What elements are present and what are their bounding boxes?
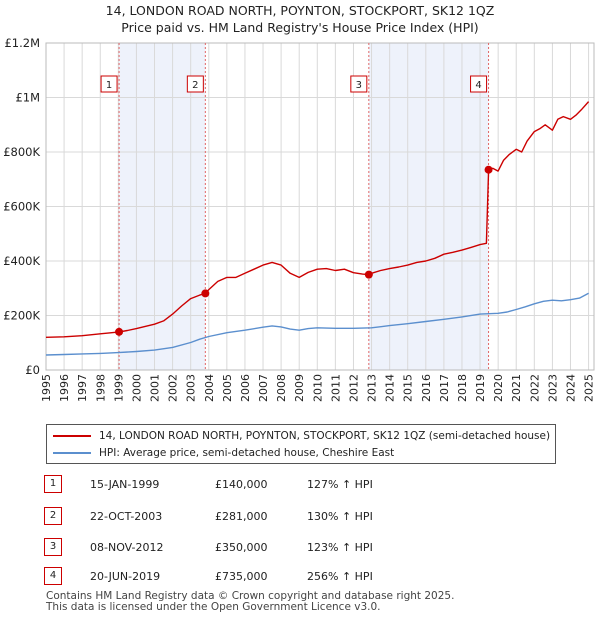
x-tick-label: 2008 <box>275 374 288 402</box>
sale-price: £350,000 <box>215 541 268 554</box>
y-tick-label: £1.2M <box>4 36 40 50</box>
sale-hpi: 123% ↑ HPI <box>307 541 373 554</box>
legend-item-property: 14, LONDON ROAD NORTH, POYNTON, STOCKPOR… <box>53 428 550 444</box>
legend-item-hpi: HPI: Average price, semi-detached house,… <box>53 445 394 461</box>
x-tick-label: 2006 <box>239 374 252 402</box>
x-tick-label: 1997 <box>76 374 89 402</box>
x-tick-label: 2024 <box>564 374 577 402</box>
annotation-label: 4 <box>475 80 481 91</box>
x-tick-label: 2011 <box>329 374 342 402</box>
x-tick-label: 2019 <box>474 374 487 402</box>
sale-hpi: 127% ↑ HPI <box>307 478 373 491</box>
sale-row: 3 08-NOV-2012 £350,000 123% ↑ HPI <box>0 538 600 558</box>
x-tick-label: 2010 <box>311 374 324 402</box>
legend-label-hpi: HPI: Average price, semi-detached house,… <box>99 447 395 459</box>
legend: 14, LONDON ROAD NORTH, POYNTON, STOCKPOR… <box>46 424 556 464</box>
x-tick-label: 2000 <box>130 374 143 402</box>
y-tick-label: £0 <box>25 363 40 377</box>
x-tick-label: 2015 <box>402 374 415 402</box>
chart-subtitle: Price paid vs. HM Land Registry's House … <box>121 20 479 35</box>
sale-point <box>201 289 210 298</box>
legend-swatch-property <box>53 435 91 437</box>
x-tick-label: 1995 <box>40 374 53 402</box>
annotation-label: 1 <box>106 80 112 91</box>
x-tick-label: 2012 <box>347 374 360 402</box>
x-tick-label: 2020 <box>492 374 505 402</box>
x-tick-label: 2007 <box>257 374 270 402</box>
sale-price: £281,000 <box>215 510 268 523</box>
x-tick-label: 2016 <box>420 374 433 402</box>
sale-date: 15-JAN-1999 <box>90 478 160 491</box>
sale-price: £735,000 <box>215 570 268 583</box>
x-tick-label: 2017 <box>438 374 451 402</box>
x-tick-label: 1998 <box>94 374 107 402</box>
plot-border <box>45 42 595 371</box>
sale-point <box>484 165 493 174</box>
y-tick-label: £400K <box>3 254 40 268</box>
x-tick-label: 2023 <box>546 374 559 402</box>
sale-row: 1 15-JAN-1999 £140,000 127% ↑ HPI <box>0 475 600 495</box>
sale-price: £140,000 <box>215 478 268 491</box>
x-tick-label: 2022 <box>528 374 541 402</box>
x-tick-label: 2005 <box>221 374 234 402</box>
x-tick-label: 2014 <box>384 374 397 402</box>
x-tick-label: 2021 <box>510 374 523 402</box>
legend-swatch-hpi <box>53 452 91 454</box>
y-tick-label: £600K <box>3 200 40 214</box>
sale-marker: 2 <box>44 507 62 525</box>
sale-marker: 4 <box>44 567 62 585</box>
x-tick-label: 2003 <box>185 374 198 402</box>
y-tick-label: £800K <box>3 145 40 159</box>
annotation-box <box>186 75 204 93</box>
footer-licence: This data is licensed under the Open Gov… <box>46 601 381 613</box>
x-tick-label: 2004 <box>203 374 216 402</box>
sale-row: 4 20-JUN-2019 £735,000 256% ↑ HPI <box>0 567 600 587</box>
price-chart: £0 £200K £400K £600K £800K £1M £1.2M 1995 1996 19… <box>3 36 596 402</box>
x-tick-label: 1996 <box>58 374 71 402</box>
annotation-box <box>100 75 118 93</box>
x-tick-label: 2002 <box>167 374 180 402</box>
annotation-label: 2 <box>192 80 198 91</box>
legend-label-property: 14, LONDON ROAD NORTH, POYNTON, STOCKPOR… <box>99 430 551 442</box>
x-tick-label: 2009 <box>293 374 306 402</box>
footer-copyright: Contains HM Land Registry data © Crown c… <box>46 590 455 602</box>
sale-row: 2 22-OCT-2003 £281,000 130% ↑ HPI <box>0 507 600 527</box>
annotation-box <box>470 75 488 93</box>
y-tick-label: £200K <box>3 309 40 323</box>
sale-marker: 1 <box>44 475 62 493</box>
sale-point <box>115 327 124 336</box>
x-tick-label: 1999 <box>112 374 125 402</box>
x-tick-label: 2025 <box>583 374 596 402</box>
sale-point <box>364 270 373 279</box>
x-tick-label: 2018 <box>456 374 469 402</box>
x-tick-label: 2001 <box>149 374 162 402</box>
sale-date: 08-NOV-2012 <box>90 541 164 554</box>
x-tick-label: 2013 <box>366 374 379 402</box>
chart-title: 14, LONDON ROAD NORTH, POYNTON, STOCKPOR… <box>105 3 495 18</box>
y-tick-label: £1M <box>15 91 40 105</box>
sale-date: 22-OCT-2003 <box>90 510 163 523</box>
sale-hpi: 130% ↑ HPI <box>307 510 373 523</box>
sale-date: 20-JUN-2019 <box>90 570 161 583</box>
hpi-line <box>45 292 589 356</box>
annotation-box <box>350 75 368 93</box>
sale-hpi: 256% ↑ HPI <box>307 570 373 583</box>
sale-marker: 3 <box>44 538 62 556</box>
annotation-label: 3 <box>356 80 362 91</box>
